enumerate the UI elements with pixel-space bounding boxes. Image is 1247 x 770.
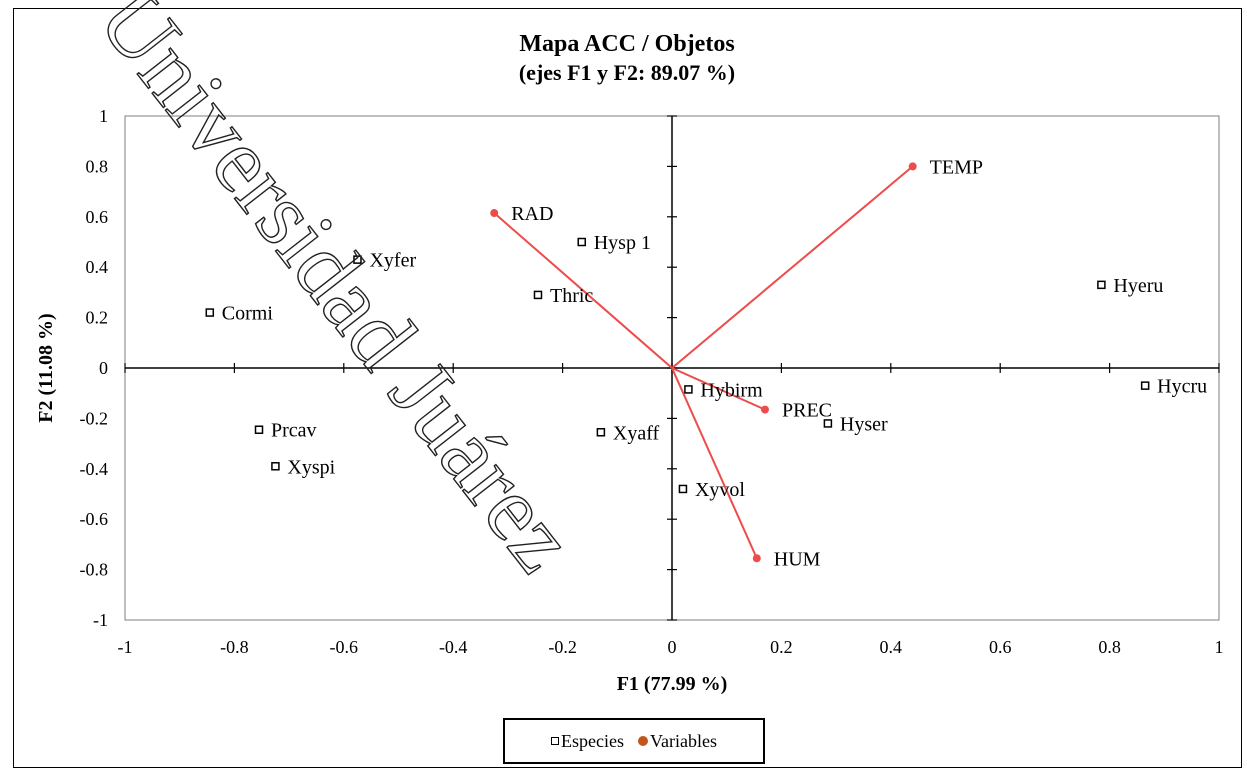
species-point xyxy=(1140,381,1150,390)
x-tick-label: 0.2 xyxy=(770,637,793,657)
variable-label: PREC xyxy=(782,400,832,422)
chart-frame xyxy=(13,8,1242,768)
species-label: Hyser xyxy=(840,413,888,435)
species-label: Hycru xyxy=(1157,376,1207,398)
y-tick-label: 0 xyxy=(99,358,108,378)
species-point xyxy=(823,419,833,428)
axes: -1 -0.8 -0.6 -0.4 -0.2 0 0.2 0.4 0.6 0.8 1 1 0.8 0.6 0… xyxy=(80,106,1224,657)
y-tick-label: -0.4 xyxy=(80,459,109,479)
x-tick-label: 0 xyxy=(668,637,677,657)
species-label: Xyvol xyxy=(695,479,745,501)
legend-item-especies: Especies xyxy=(551,731,624,752)
x-tick-label: 0.6 xyxy=(989,637,1012,657)
y-tick-label: -0.8 xyxy=(80,560,109,580)
y-axis-label: F2 (11.08 %) xyxy=(35,313,57,422)
watermark: Universidad Juárez xyxy=(79,0,595,590)
species-label: Hyeru xyxy=(1113,275,1163,297)
variable-vector xyxy=(493,212,673,369)
species-label: Cormi xyxy=(222,303,274,325)
species-point xyxy=(205,308,215,317)
y-tick-label: -0.6 xyxy=(80,509,109,529)
species-point xyxy=(353,255,362,264)
species-point xyxy=(577,237,586,247)
legend-label-variables: Variables xyxy=(650,730,717,751)
legend-item-variables: Variables xyxy=(638,731,717,752)
species-point xyxy=(1097,280,1106,290)
variable-vectors xyxy=(493,165,914,559)
square-marker-icon xyxy=(551,737,560,745)
species-point xyxy=(254,425,264,434)
x-tick-label: -0.4 xyxy=(439,637,468,657)
x-axis-label: F1 (77.99 %) xyxy=(617,673,728,695)
y-tick-label: -1 xyxy=(93,610,108,630)
x-tick-label: -0.6 xyxy=(330,637,359,657)
species-label: Xyfer xyxy=(369,250,416,272)
y-tick-label: 1 xyxy=(99,106,108,126)
variable-vector xyxy=(671,367,766,411)
circle-marker-icon xyxy=(638,736,648,746)
legend-label-especies: Especies xyxy=(561,730,624,751)
x-tick-label: -1 xyxy=(118,637,133,657)
data-marks: Xyfer Cormi Thric Hysp 1 Hyeru Hycru Hybirm Hys… xyxy=(205,156,1207,570)
variable-vector xyxy=(671,165,914,369)
chart-title: Mapa ACC / Objetos xyxy=(519,31,734,57)
y-tick-label: -0.2 xyxy=(80,408,109,428)
x-tick-label: -0.2 xyxy=(548,637,577,657)
species-point xyxy=(596,428,606,437)
species-label: Hysp 1 xyxy=(594,232,651,254)
species-point xyxy=(678,484,688,494)
species-label: Prcav xyxy=(271,420,317,442)
legend: Especies Variables xyxy=(503,718,765,764)
x-tick-label: 0.4 xyxy=(880,637,903,657)
species-label: Hybirm xyxy=(700,379,763,401)
species-point xyxy=(533,290,543,300)
species-label: Thric xyxy=(550,285,593,307)
species-point xyxy=(684,385,693,394)
y-tick-label: 0.6 xyxy=(86,207,109,227)
variable-label: TEMP xyxy=(930,156,983,178)
variable-label: HUM xyxy=(774,548,821,570)
y-tick-label: 0.2 xyxy=(86,308,109,328)
x-tick-label: 0.8 xyxy=(1098,637,1121,657)
x-tick-label: 1 xyxy=(1215,637,1224,657)
variable-point xyxy=(490,209,499,218)
variable-point xyxy=(752,554,761,563)
species-label: Xyaff xyxy=(613,422,660,444)
x-tick-label: -0.8 xyxy=(220,637,249,657)
species-label: Xyspi xyxy=(287,456,335,478)
variable-point xyxy=(760,405,769,414)
variable-vector xyxy=(671,367,758,559)
chart-subtitle: (ejes F1 y F2: 89.07 %) xyxy=(519,60,735,85)
variable-label: RAD xyxy=(511,203,553,225)
species-point xyxy=(271,462,280,471)
variable-point xyxy=(908,162,917,171)
y-tick-label: 0.8 xyxy=(86,156,109,176)
y-tick-label: 0.4 xyxy=(86,257,109,277)
